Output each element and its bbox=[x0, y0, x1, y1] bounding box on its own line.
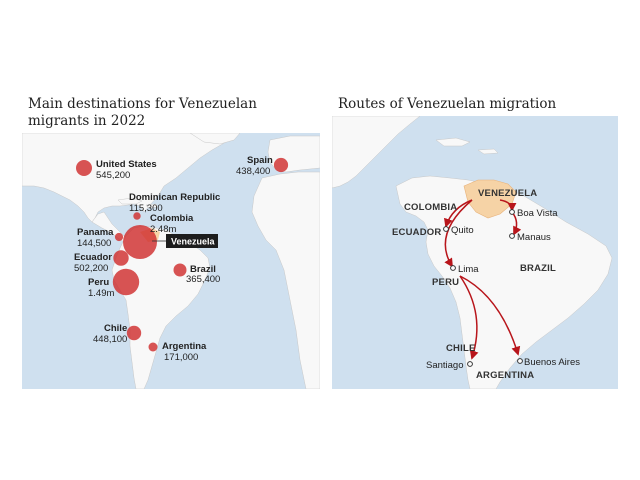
route-to-lima bbox=[444, 199, 473, 268]
route-to-quito bbox=[444, 199, 473, 228]
city-markers bbox=[443, 209, 523, 367]
label-argentina-right: ARGENTINA bbox=[476, 370, 534, 381]
label-lima: Lima bbox=[458, 264, 479, 275]
value-spain: 438,400 bbox=[236, 166, 270, 177]
label-venezuela: VENEZUELA bbox=[478, 188, 537, 199]
value-ecuador: 502,200 bbox=[74, 263, 108, 274]
label-spain: Spain bbox=[247, 155, 273, 166]
north-america-land bbox=[22, 133, 231, 223]
value-brazil: 365,400 bbox=[186, 274, 220, 285]
label-colombia: Colombia bbox=[150, 213, 194, 224]
bubbles bbox=[76, 157, 289, 352]
route-to-santiago bbox=[459, 275, 479, 360]
label-santiago: Santiago bbox=[426, 360, 464, 371]
bubble-brazil bbox=[173, 263, 187, 277]
label-chile: Chile bbox=[104, 323, 127, 334]
migration-routes bbox=[444, 199, 522, 360]
label-boa-vista: Boa Vista bbox=[517, 208, 558, 219]
right-central-america-land bbox=[332, 116, 421, 189]
bubble-argentina bbox=[148, 342, 158, 352]
marker-manaus bbox=[509, 233, 515, 239]
value-dominican-republic: 115,300 bbox=[129, 203, 163, 214]
marker-lima bbox=[450, 265, 456, 271]
venezuela-tag bbox=[166, 234, 218, 248]
bubble-chile bbox=[126, 325, 142, 341]
marker-buenos-aires bbox=[517, 358, 523, 364]
value-argentina: 171,000 bbox=[164, 352, 198, 363]
left-map-title: Main destinations for Venezuelan migrant… bbox=[28, 96, 257, 129]
right-islands bbox=[435, 137, 499, 155]
label-manaus: Manaus bbox=[517, 232, 551, 243]
label-buenos-aires: Buenos Aires bbox=[524, 357, 580, 368]
label-ecuador: Ecuador bbox=[74, 252, 112, 263]
marker-santiago bbox=[467, 361, 473, 367]
route-to-buenos-aires bbox=[459, 275, 521, 356]
value-panama: 144,500 bbox=[77, 238, 111, 249]
label-argentina: Argentina bbox=[162, 341, 207, 352]
bubble-dominican-republic bbox=[133, 212, 141, 220]
value-peru: 1.49m bbox=[88, 288, 114, 299]
label-chile-right: CHILE bbox=[446, 343, 476, 354]
label-colombia-right: COLOMBIA bbox=[404, 202, 457, 213]
value-united-states: 545,200 bbox=[96, 170, 130, 181]
label-panama: Panama bbox=[77, 227, 114, 238]
bubble-colombia bbox=[123, 225, 157, 259]
route-to-boa-vista bbox=[499, 199, 517, 212]
label-brazil: Brazil bbox=[190, 264, 216, 275]
bubble-peru bbox=[112, 268, 140, 296]
value-chile: 448,100 bbox=[93, 334, 127, 345]
label-peru-right: PERU bbox=[432, 277, 459, 288]
right-map: VENEZUELA COLOMBIA ECUADOR BRAZIL PERU C… bbox=[332, 116, 618, 389]
bubble-united-states bbox=[76, 160, 92, 176]
label-quito: Quito bbox=[451, 225, 474, 236]
label-ecuador-right: ECUADOR bbox=[392, 227, 441, 238]
marker-boa-vista bbox=[509, 209, 515, 215]
label-brazil-right: BRAZIL bbox=[520, 263, 556, 274]
bubble-panama bbox=[114, 232, 124, 242]
bubble-ecuador bbox=[113, 250, 129, 266]
africa-land bbox=[251, 171, 320, 389]
venezuela-tag-label: Venezuela bbox=[171, 237, 216, 247]
label-dominican-republic: Dominican Republic bbox=[129, 192, 220, 203]
value-colombia: 2.48m bbox=[150, 224, 176, 235]
left-map: Venezuela United States 545,200 Spain 43… bbox=[22, 133, 320, 389]
marker-quito bbox=[443, 226, 449, 232]
bubble-spain bbox=[273, 157, 289, 173]
label-peru: Peru bbox=[88, 277, 109, 288]
caribbean-islands bbox=[117, 197, 159, 209]
right-south-america-land bbox=[395, 175, 613, 389]
label-united-states: United States bbox=[96, 159, 157, 170]
right-map-title: Routes of Venezuelan migration bbox=[338, 96, 557, 112]
